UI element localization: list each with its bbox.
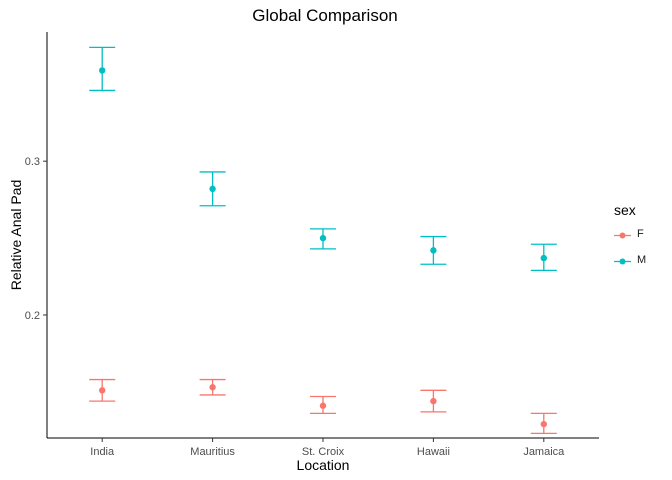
data-point-f <box>540 420 547 428</box>
x-tick-label: St. Croix <box>302 446 345 458</box>
legend: sex F M <box>614 202 646 276</box>
legend-key-m <box>614 258 631 265</box>
data-point-m <box>99 67 106 74</box>
legend-label-f: F <box>637 228 644 240</box>
data-point-m <box>319 234 327 242</box>
legend-title: sex <box>614 202 636 218</box>
legend-item-m: M <box>614 250 646 276</box>
x-tick-label: Hawaii <box>417 446 450 458</box>
data-point-m <box>540 254 547 262</box>
data-point-f <box>209 384 216 391</box>
x-tick-label: Jamaica <box>523 446 565 458</box>
x-tick-label: Mauritius <box>190 446 235 458</box>
legend-key-f <box>614 232 631 239</box>
legend-label-m: M <box>637 254 647 266</box>
y-tick-label: 0.2 <box>25 310 40 322</box>
legend-item-f: F <box>614 224 644 250</box>
data-point-f <box>430 397 437 405</box>
chart-title: Global Comparison <box>252 6 398 25</box>
data-point-m <box>430 247 437 254</box>
data-point-f <box>319 402 327 409</box>
data-point-f <box>99 387 106 394</box>
y-axis-label: Relative Anal Pad <box>8 179 24 291</box>
y-tick-label: 0.3 <box>25 156 40 168</box>
x-tick-label: India <box>90 446 115 458</box>
data-point-m <box>209 185 216 193</box>
x-axis-label: Location <box>296 457 350 473</box>
